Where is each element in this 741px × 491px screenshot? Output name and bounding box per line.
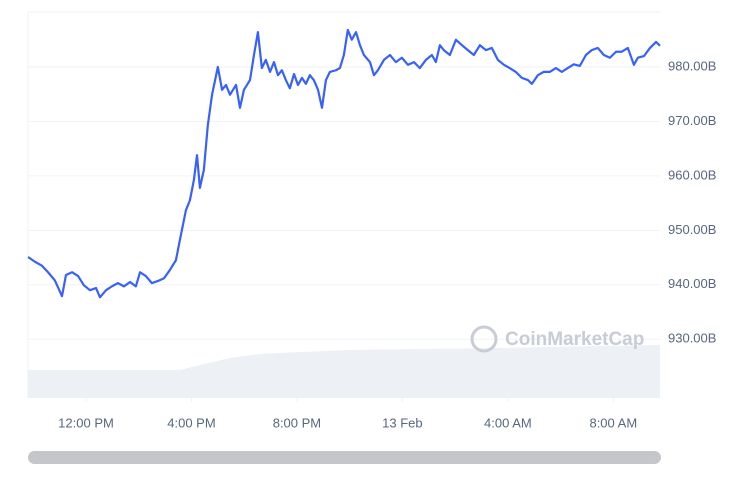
price-line [27,28,661,299]
x-tick-label: 12:00 PM [58,415,114,430]
y-tick-label: 950.00B [668,222,716,237]
x-tick-label: 4:00 AM [484,415,532,430]
y-tick-label: 980.00B [668,58,716,73]
volume-area [28,345,660,398]
y-tick-label: 960.00B [668,167,716,182]
y-tick-label: 970.00B [668,113,716,128]
y-tick-label: 930.00B [668,331,716,346]
x-tick-label: 13 Feb [382,415,422,430]
scrollbar[interactable] [28,451,661,464]
x-tick-label: 4:00 PM [167,415,215,430]
x-tick-label: 8:00 AM [589,415,637,430]
y-tick-label: 940.00B [668,276,716,291]
watermark-text: CoinMarketCap [505,329,644,350]
watermark: CoinMarketCap [470,325,644,353]
x-tick-label: 8:00 PM [273,415,321,430]
watermark-logo [470,325,498,353]
